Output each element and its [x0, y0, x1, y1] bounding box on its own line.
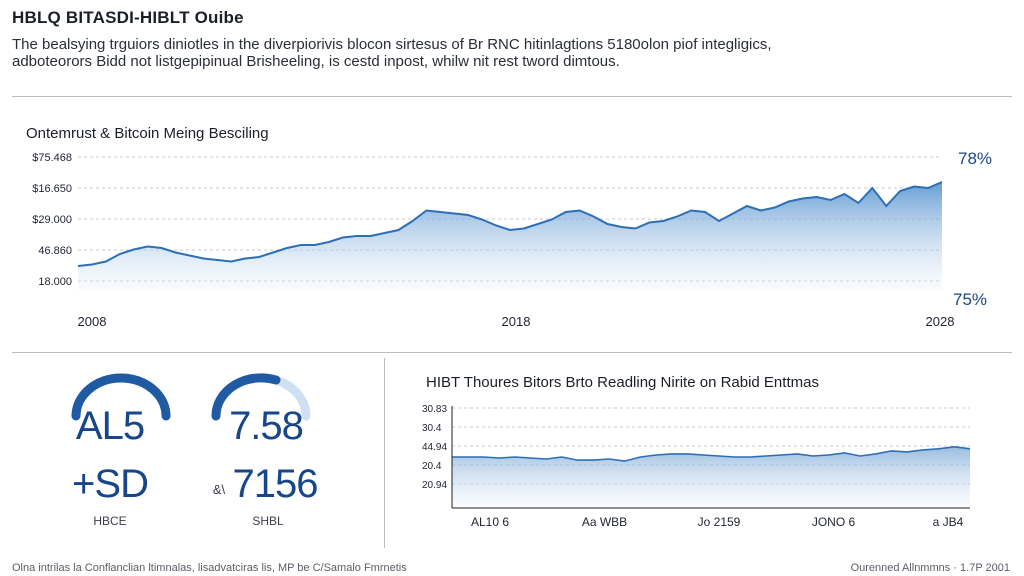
x-tick-label: 2018: [502, 314, 531, 329]
y-tick-label: 18.000: [38, 276, 72, 288]
y-tick-label: 30.83: [422, 404, 447, 415]
x-tick-label: Aa WBB: [582, 515, 627, 529]
y-tick-label: 30.4: [422, 423, 442, 434]
gauge-2-label: SHBL: [252, 514, 284, 528]
secondary-chart-x-ticks: AL10 6 Aa WBB Jo 2159 JONO 6 a JB4: [471, 515, 964, 529]
main-chart-annotation-high: 78%: [958, 149, 992, 168]
y-tick-label: 44.94: [422, 442, 447, 453]
main-chart-x-ticks: 2008 2018 2028: [78, 314, 955, 329]
main-chart-line: [77, 181, 943, 267]
gauge-2-value: 7.58: [229, 404, 304, 448]
secondary-chart-area: [452, 446, 970, 508]
secondary-chart: 30.83 30.4 44.94 20.4 20.94 AL10 6 Aa WBB Jo 2…: [422, 404, 971, 529]
gauge-2-sub-prefix: &\: [212, 482, 226, 497]
y-tick-label: 46.860: [38, 245, 72, 257]
x-tick-label: 2028: [926, 314, 955, 329]
gauge-2-arc: [211, 373, 311, 421]
main-chart-title: Ontemrust & Bitcoin Meing Besciling: [26, 125, 269, 142]
footer-right: Ourenned Allnmmns · 1.7P 2001: [850, 562, 1010, 574]
secondary-chart-y-ticks: 30.83 30.4 44.94 20.4 20.94: [422, 404, 447, 491]
gauge-1-label: HBCE: [93, 514, 127, 528]
x-tick-label: a JB4: [933, 515, 964, 529]
gauge-1-value: AL5: [75, 404, 145, 448]
page-subtitle: The bealsying trguiors diniotles in the …: [12, 36, 772, 70]
gauge-1-sub: +SD: [72, 462, 149, 506]
secondary-chart-line: [452, 445, 971, 462]
y-tick-label: 20.94: [422, 480, 447, 491]
bottom-column-divider: [384, 358, 385, 548]
section-divider: [12, 352, 1012, 353]
y-tick-label: $75.468: [32, 152, 72, 164]
x-tick-label: Jo 2159: [698, 515, 741, 529]
footer-left: Olna intrilas la Conflanclian ltimnalas,…: [12, 562, 407, 574]
x-tick-label: AL10 6: [471, 515, 509, 529]
main-chart-annotation-low: 75%: [953, 290, 987, 309]
y-tick-label: 20.4: [422, 461, 442, 472]
main-chart-area: [78, 182, 942, 290]
gauge-2-sub: 7156: [232, 462, 319, 506]
secondary-chart-title: HIBT Thoures Bitors Brto Readling Nirite…: [426, 374, 819, 391]
main-chart-y-ticks: $75.468 $16.650 $29.000 46.860 18.000: [32, 152, 72, 288]
header-divider: [12, 96, 1012, 97]
y-tick-label: $29.000: [32, 214, 72, 226]
page-title: HBLQ BITASDI-HIBLT Ouibe: [12, 8, 244, 27]
y-tick-label: $16.650: [32, 183, 72, 195]
x-tick-label: 2008: [78, 314, 107, 329]
gauge-1-arc: [71, 373, 171, 421]
x-tick-label: JONO 6: [812, 515, 856, 529]
